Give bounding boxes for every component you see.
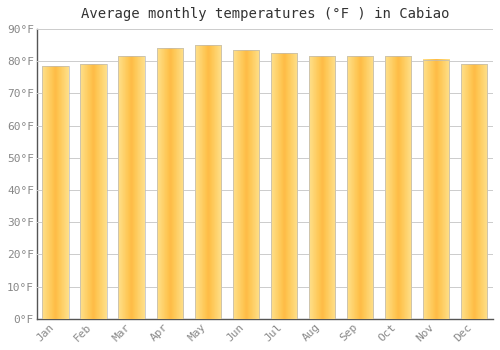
Title: Average monthly temperatures (°F ) in Cabiao: Average monthly temperatures (°F ) in Ca…	[80, 7, 449, 21]
Bar	[232, 50, 259, 319]
Bar	[80, 64, 107, 319]
Bar	[42, 66, 69, 319]
Bar	[384, 56, 411, 319]
Bar	[194, 45, 221, 319]
Bar	[346, 56, 374, 319]
Bar	[422, 60, 450, 319]
Bar	[270, 53, 297, 319]
Bar	[308, 56, 335, 319]
Bar	[156, 48, 183, 319]
Bar	[118, 56, 145, 319]
Bar	[460, 64, 487, 319]
